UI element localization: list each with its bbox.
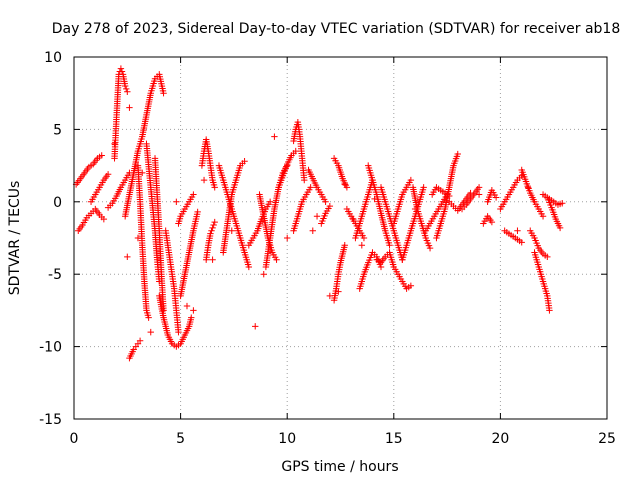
data-point xyxy=(121,82,129,90)
data-point xyxy=(175,328,182,336)
axis-ticks: 0 5 10 15 20 25 -15 -10 -5 0 5 10 xyxy=(39,50,616,447)
data-point-isolated xyxy=(524,184,532,191)
x-axis-label: GPS time / hours xyxy=(281,459,398,475)
data-point-isolated xyxy=(411,205,419,213)
x-tick-label: 10 xyxy=(278,431,296,447)
data-point xyxy=(136,337,144,345)
data-point xyxy=(208,227,215,234)
y-tick-label: 0 xyxy=(53,195,62,211)
data-point xyxy=(207,230,214,237)
data-point-isolated xyxy=(139,169,146,177)
data-point xyxy=(98,152,105,159)
data-point xyxy=(559,200,566,207)
data-point xyxy=(124,88,131,95)
grid-lines xyxy=(74,57,607,419)
data-point-isolated xyxy=(437,220,444,227)
data-point-isolated xyxy=(173,198,180,205)
data-point-isolated xyxy=(284,234,291,242)
data-point xyxy=(245,263,253,271)
data-point xyxy=(322,198,329,205)
data-point-isolated xyxy=(341,181,348,188)
data-point xyxy=(518,239,525,246)
data-point xyxy=(539,213,547,220)
data-point xyxy=(118,68,126,75)
data-point xyxy=(407,282,415,289)
data-point xyxy=(546,307,553,314)
data-point xyxy=(292,147,299,155)
data-point xyxy=(160,90,167,97)
data-point xyxy=(301,176,308,184)
data-point xyxy=(426,244,434,252)
data-point-isolated xyxy=(252,323,259,330)
data-point-isolated xyxy=(475,191,483,198)
y-tick-label: -10 xyxy=(39,340,62,356)
data-point xyxy=(266,198,274,205)
data-point-isolated xyxy=(190,307,197,314)
data-point xyxy=(104,171,112,178)
data-point xyxy=(117,65,125,72)
data-point xyxy=(407,176,415,184)
data-point-isolated xyxy=(209,256,216,263)
data-point xyxy=(446,192,453,200)
plot-frame xyxy=(73,56,608,420)
data-point-isolated xyxy=(134,234,142,242)
x-tick-label: 0 xyxy=(70,431,79,447)
data-point-isolated xyxy=(335,288,342,295)
data-point-isolated xyxy=(200,176,208,184)
data-point-isolated xyxy=(371,195,378,203)
data-point xyxy=(307,184,314,191)
data-point-isolated xyxy=(271,133,278,140)
data-point xyxy=(145,314,152,321)
data-point xyxy=(420,184,427,191)
data-point xyxy=(194,208,201,216)
data-points xyxy=(72,65,566,362)
data-point xyxy=(190,191,197,198)
data-point xyxy=(241,158,248,165)
data-point xyxy=(326,202,334,210)
data-point-isolated xyxy=(309,227,316,234)
data-point-isolated xyxy=(358,242,366,249)
data-point-isolated xyxy=(326,292,334,300)
data-point xyxy=(188,314,195,321)
data-point-isolated xyxy=(313,213,321,220)
y-tick-label: -15 xyxy=(39,412,62,428)
data-point xyxy=(386,242,393,249)
x-tick-label: 15 xyxy=(385,431,403,447)
data-point-isolated xyxy=(111,140,118,148)
data-point xyxy=(492,194,500,201)
data-point xyxy=(211,184,218,191)
chart-title: Day 278 of 2023, Sidereal Day-to-day VTE… xyxy=(52,21,621,37)
data-point xyxy=(273,256,280,263)
data-point-isolated xyxy=(183,302,191,310)
data-point xyxy=(454,150,461,158)
data-point xyxy=(210,221,217,229)
data-point xyxy=(211,218,218,226)
data-point-isolated xyxy=(514,227,521,234)
data-point xyxy=(556,224,564,232)
x-tick-label: 5 xyxy=(176,431,185,447)
data-point xyxy=(123,85,130,93)
y-tick-label: -5 xyxy=(48,267,62,283)
data-point-isolated xyxy=(260,271,267,278)
data-point xyxy=(544,253,551,261)
data-point-isolated xyxy=(350,215,357,223)
y-tick-label: 5 xyxy=(53,122,62,138)
y-tick-label: 10 xyxy=(44,50,62,66)
x-tick-label: 20 xyxy=(491,431,509,447)
x-tick-label: 25 xyxy=(598,431,616,447)
data-point xyxy=(341,242,348,249)
data-point xyxy=(475,184,483,191)
data-point xyxy=(488,218,496,226)
data-point-isolated xyxy=(124,253,131,261)
data-point xyxy=(360,234,368,242)
data-point xyxy=(209,224,216,232)
data-point-isolated xyxy=(126,104,133,111)
y-axis-label: SDTVAR / TECUs xyxy=(7,181,23,296)
data-point-isolated xyxy=(147,328,154,336)
data-point-isolated xyxy=(228,227,235,234)
data-point xyxy=(100,215,108,223)
